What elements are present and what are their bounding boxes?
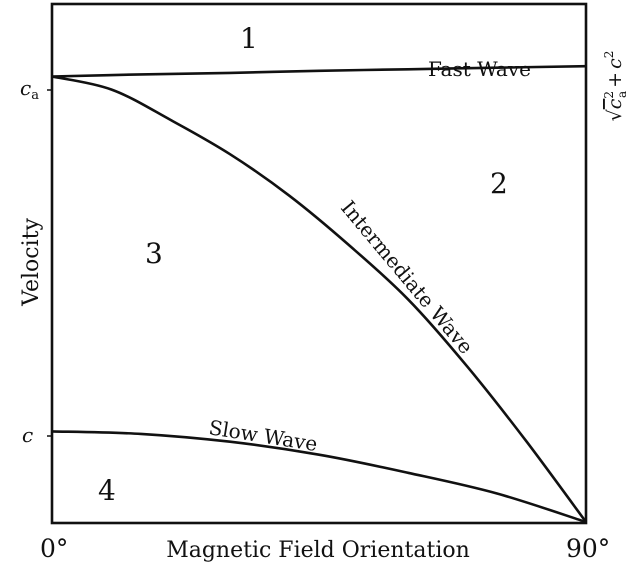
x-axis-label: Magnetic Field Orientation <box>166 538 470 563</box>
slow-wave-curve <box>51 430 587 524</box>
y-tick-ca-label: ca <box>20 76 39 103</box>
y-tick-c-label: c <box>22 423 33 447</box>
x-tick-90-label: 90° <box>566 534 610 563</box>
intermediate-wave-curve <box>51 75 588 523</box>
right-reference-label: √c2a+c2 <box>602 51 629 122</box>
intermediate-wave-label: Intermediate Wave <box>336 196 478 359</box>
fast-wave-label: Fast Wave <box>428 57 531 81</box>
region-label-4: 4 <box>98 474 116 507</box>
region-label-2: 2 <box>490 167 508 200</box>
plot-frame <box>50 2 588 525</box>
y-axis-label: Velocity <box>19 218 44 307</box>
slow-wave-label: Slow Wave <box>207 415 319 456</box>
x-tick-0-label: 0° <box>40 534 68 563</box>
region-label-3: 3 <box>145 237 163 270</box>
fast-wave-curve <box>51 64 587 78</box>
region-label-1: 1 <box>240 22 258 55</box>
